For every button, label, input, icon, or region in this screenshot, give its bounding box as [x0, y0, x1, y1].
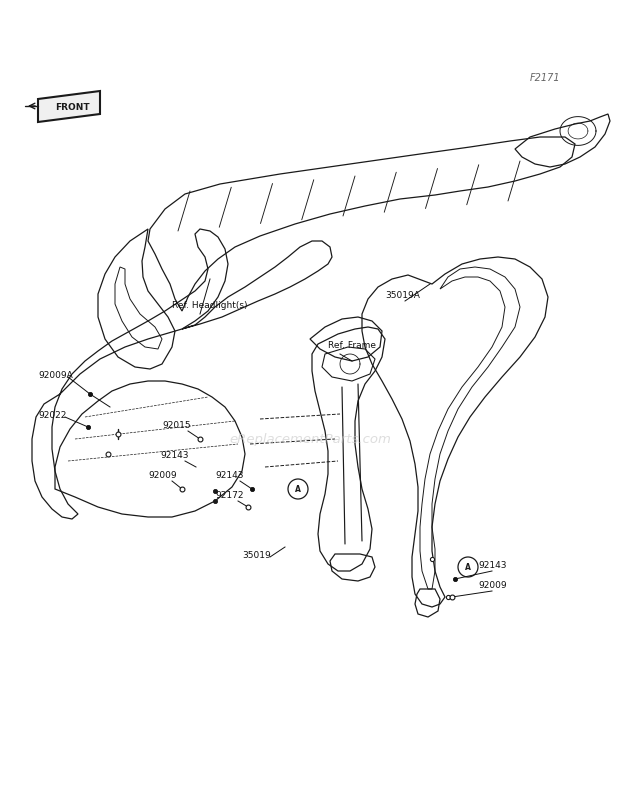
Text: A: A — [295, 485, 301, 494]
Text: 92172: 92172 — [215, 491, 244, 500]
Text: Ref. Frame: Ref. Frame — [328, 341, 376, 350]
Text: 92143: 92143 — [160, 450, 188, 460]
Text: 92009: 92009 — [148, 470, 177, 479]
Text: 35019A: 35019A — [385, 290, 420, 299]
Text: 92009: 92009 — [478, 581, 507, 590]
Text: 35019: 35019 — [242, 551, 271, 560]
Text: Ref. Headlight(s): Ref. Headlight(s) — [172, 301, 247, 310]
Polygon shape — [38, 92, 100, 122]
Text: A: A — [465, 563, 471, 572]
Text: F2171: F2171 — [530, 73, 560, 83]
Text: 92143: 92143 — [215, 470, 244, 479]
Text: eReplacementParts.com: eReplacementParts.com — [229, 433, 391, 446]
Text: FRONT: FRONT — [55, 102, 90, 111]
Text: 92143: 92143 — [478, 560, 507, 569]
Text: 92015: 92015 — [162, 420, 190, 430]
Text: 92009A: 92009A — [38, 371, 73, 380]
Text: 92022: 92022 — [38, 410, 66, 419]
